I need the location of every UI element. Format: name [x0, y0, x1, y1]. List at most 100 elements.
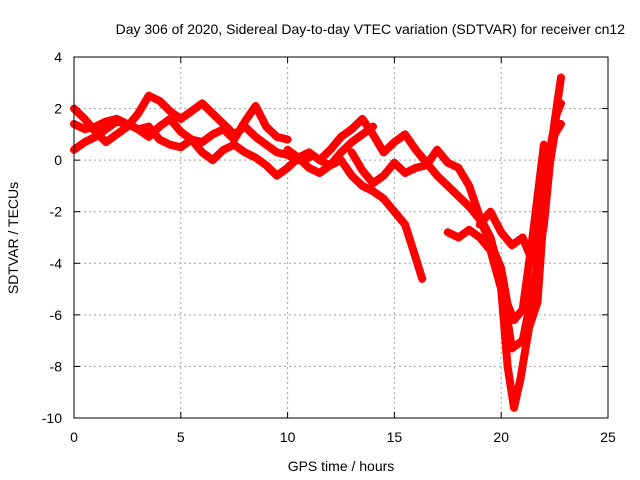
- data-point-marker: [102, 117, 111, 126]
- data-point-marker: [475, 233, 484, 242]
- data-point-marker: [486, 207, 495, 216]
- data-point-marker: [283, 163, 292, 172]
- data-point-marker: [486, 246, 495, 255]
- data-point-marker: [240, 117, 249, 126]
- data-point-marker: [219, 125, 228, 134]
- data-point-marker: [379, 148, 388, 157]
- grid: [74, 57, 608, 418]
- data-point-marker: [230, 140, 239, 149]
- data-point-marker: [454, 163, 463, 172]
- x-tick-label: 10: [280, 429, 296, 445]
- data-point-marker: [390, 207, 399, 216]
- data-point-marker: [315, 156, 324, 165]
- data-point-marker: [91, 122, 100, 131]
- data-point-marker: [208, 130, 217, 139]
- data-point-marker: [272, 132, 281, 141]
- y-axis-label: SDTVAR / TECUs: [5, 182, 21, 294]
- data-point-marker: [304, 163, 313, 172]
- data-point-marker: [144, 91, 153, 100]
- data-point-marker: [401, 130, 410, 139]
- y-tick-label: -6: [50, 307, 63, 323]
- data-point-marker: [550, 130, 559, 139]
- data-point-marker: [80, 138, 89, 147]
- x-tick-label: 0: [70, 429, 78, 445]
- data-point-marker: [379, 194, 388, 203]
- data-point-marker: [326, 145, 335, 154]
- data-point-marker: [524, 323, 533, 332]
- data-point-marker: [123, 120, 132, 129]
- data-point-marker: [155, 96, 164, 105]
- data-point-marker: [262, 140, 271, 149]
- data-point-marker: [539, 194, 548, 203]
- data-point-marker: [443, 228, 452, 237]
- data-point-marker: [251, 132, 260, 141]
- data-point-marker: [557, 73, 566, 82]
- data-point-marker: [518, 233, 527, 242]
- data-point-marker: [411, 145, 420, 154]
- data-point-marker: [91, 132, 100, 141]
- data-point-marker: [465, 181, 474, 190]
- data-point-marker: [358, 130, 367, 139]
- data-point-marker: [219, 145, 228, 154]
- data-point-marker: [315, 169, 324, 178]
- data-point-marker: [347, 125, 356, 134]
- data-point-marker: [358, 181, 367, 190]
- data-point-marker: [347, 148, 356, 157]
- x-tick-label: 15: [387, 429, 403, 445]
- plot-area: [70, 73, 566, 412]
- data-point-marker: [208, 156, 217, 165]
- series-track-track-d: [283, 145, 427, 283]
- data-point-marker: [144, 132, 153, 141]
- data-point-marker: [176, 114, 185, 123]
- y-tick-label: 0: [54, 152, 62, 168]
- data-point-marker: [503, 362, 512, 371]
- data-point-marker: [304, 148, 313, 157]
- data-point-marker: [358, 114, 367, 123]
- data-point-marker: [411, 163, 420, 172]
- data-point-marker: [166, 140, 175, 149]
- data-point-marker: [272, 171, 281, 180]
- data-point-marker: [134, 109, 143, 118]
- y-tick-label: 2: [54, 101, 62, 117]
- data-point-marker: [433, 145, 442, 154]
- x-axis-label: GPS time / hours: [288, 458, 395, 474]
- data-point-marker: [497, 228, 506, 237]
- data-point-marker: [198, 99, 207, 108]
- data-point-marker: [533, 297, 542, 306]
- data-point-marker: [465, 225, 474, 234]
- data-point-marker: [166, 107, 175, 116]
- data-point-marker: [102, 138, 111, 147]
- data-point-marker: [454, 233, 463, 242]
- data-point-marker: [507, 241, 516, 250]
- data-point-marker: [80, 125, 89, 134]
- data-point-marker: [358, 166, 367, 175]
- data-point-marker: [176, 143, 185, 152]
- data-point-marker: [208, 109, 217, 118]
- data-point-marker: [369, 130, 378, 139]
- data-point-marker: [411, 254, 420, 263]
- data-point-marker: [198, 148, 207, 157]
- series-track-track-f: [347, 73, 565, 353]
- data-point-marker: [155, 122, 164, 131]
- data-point-marker: [283, 135, 292, 144]
- y-tick-label: -4: [50, 255, 63, 271]
- data-point-marker: [187, 135, 196, 144]
- data-point-marker: [557, 120, 566, 129]
- data-point-marker: [475, 220, 484, 229]
- data-point-marker: [497, 285, 506, 294]
- y-tick-label: -8: [50, 358, 63, 374]
- data-point-marker: [337, 148, 345, 157]
- x-tick-label: 25: [600, 429, 616, 445]
- data-point-marker: [539, 140, 548, 149]
- data-point-marker: [251, 101, 260, 110]
- data-point-marker: [369, 179, 378, 188]
- data-point-marker: [401, 220, 410, 229]
- x-tick-label: 5: [177, 429, 185, 445]
- data-point-marker: [369, 187, 378, 196]
- data-point-marker: [262, 161, 271, 170]
- data-point-marker: [454, 192, 463, 201]
- data-point-marker: [326, 161, 335, 170]
- axis-ticks: [73, 56, 609, 419]
- data-point-marker: [510, 403, 519, 412]
